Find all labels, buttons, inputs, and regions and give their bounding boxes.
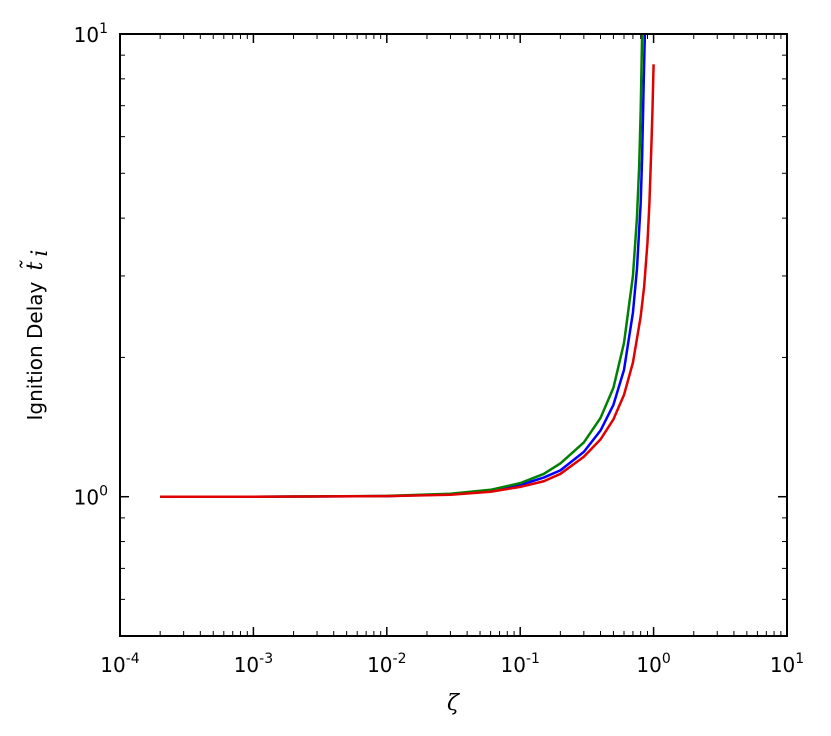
y-axis-label-subscript: i (28, 250, 53, 257)
x-tick-label-exponent: 1 (795, 651, 804, 667)
y-axis-label-group: Ignition Delay t̃ i (18, 250, 53, 421)
x-tick-label-base: 10 (100, 653, 125, 677)
x-tick-label-exponent: -2 (393, 651, 407, 667)
y-tick-label: 101 (74, 21, 108, 47)
x-tick-label: 101 (770, 651, 804, 677)
x-tick-label: 100 (636, 651, 670, 677)
y-axis-label-math: t̃ (18, 260, 48, 271)
y-tick-label-exponent: 0 (99, 484, 108, 500)
y-tick-label-exponent: 1 (99, 21, 108, 37)
x-tick-label-exponent: 0 (662, 651, 671, 667)
y-tick-label-base: 10 (74, 23, 99, 47)
series-layer (160, 33, 655, 498)
x-tick-label: 10-2 (367, 651, 406, 677)
x-tick-label: 10-1 (500, 651, 539, 677)
plot-frame (119, 33, 788, 637)
x-axis-label: ζ (447, 691, 461, 716)
y-tick-label: 100 (74, 484, 108, 510)
x-tick-label: 10-4 (100, 651, 140, 677)
svg-text:Ignition Delay t̃: Ignition Delay t̃ i (18, 250, 53, 421)
x-tick-label-base: 10 (234, 653, 259, 677)
x-tick-label-exponent: -3 (259, 651, 273, 667)
y-tick-label-base: 10 (74, 486, 99, 510)
x-tick-label-exponent: -1 (526, 651, 540, 667)
series-line-3 (160, 64, 655, 498)
x-tick-label-base: 10 (636, 653, 661, 677)
x-tick-label-base: 10 (367, 653, 392, 677)
x-tick-label: 10-3 (234, 651, 273, 677)
y-axis-label: Ignition Delay (23, 281, 47, 420)
x-tick-labels: 10-4 10-3 10-2 10-1 100 101 (100, 651, 804, 677)
x-tick-label-exponent: -4 (126, 651, 140, 667)
x-tick-label-base: 10 (770, 653, 795, 677)
plot-background (120, 34, 787, 636)
x-tick-label-base: 10 (500, 653, 525, 677)
